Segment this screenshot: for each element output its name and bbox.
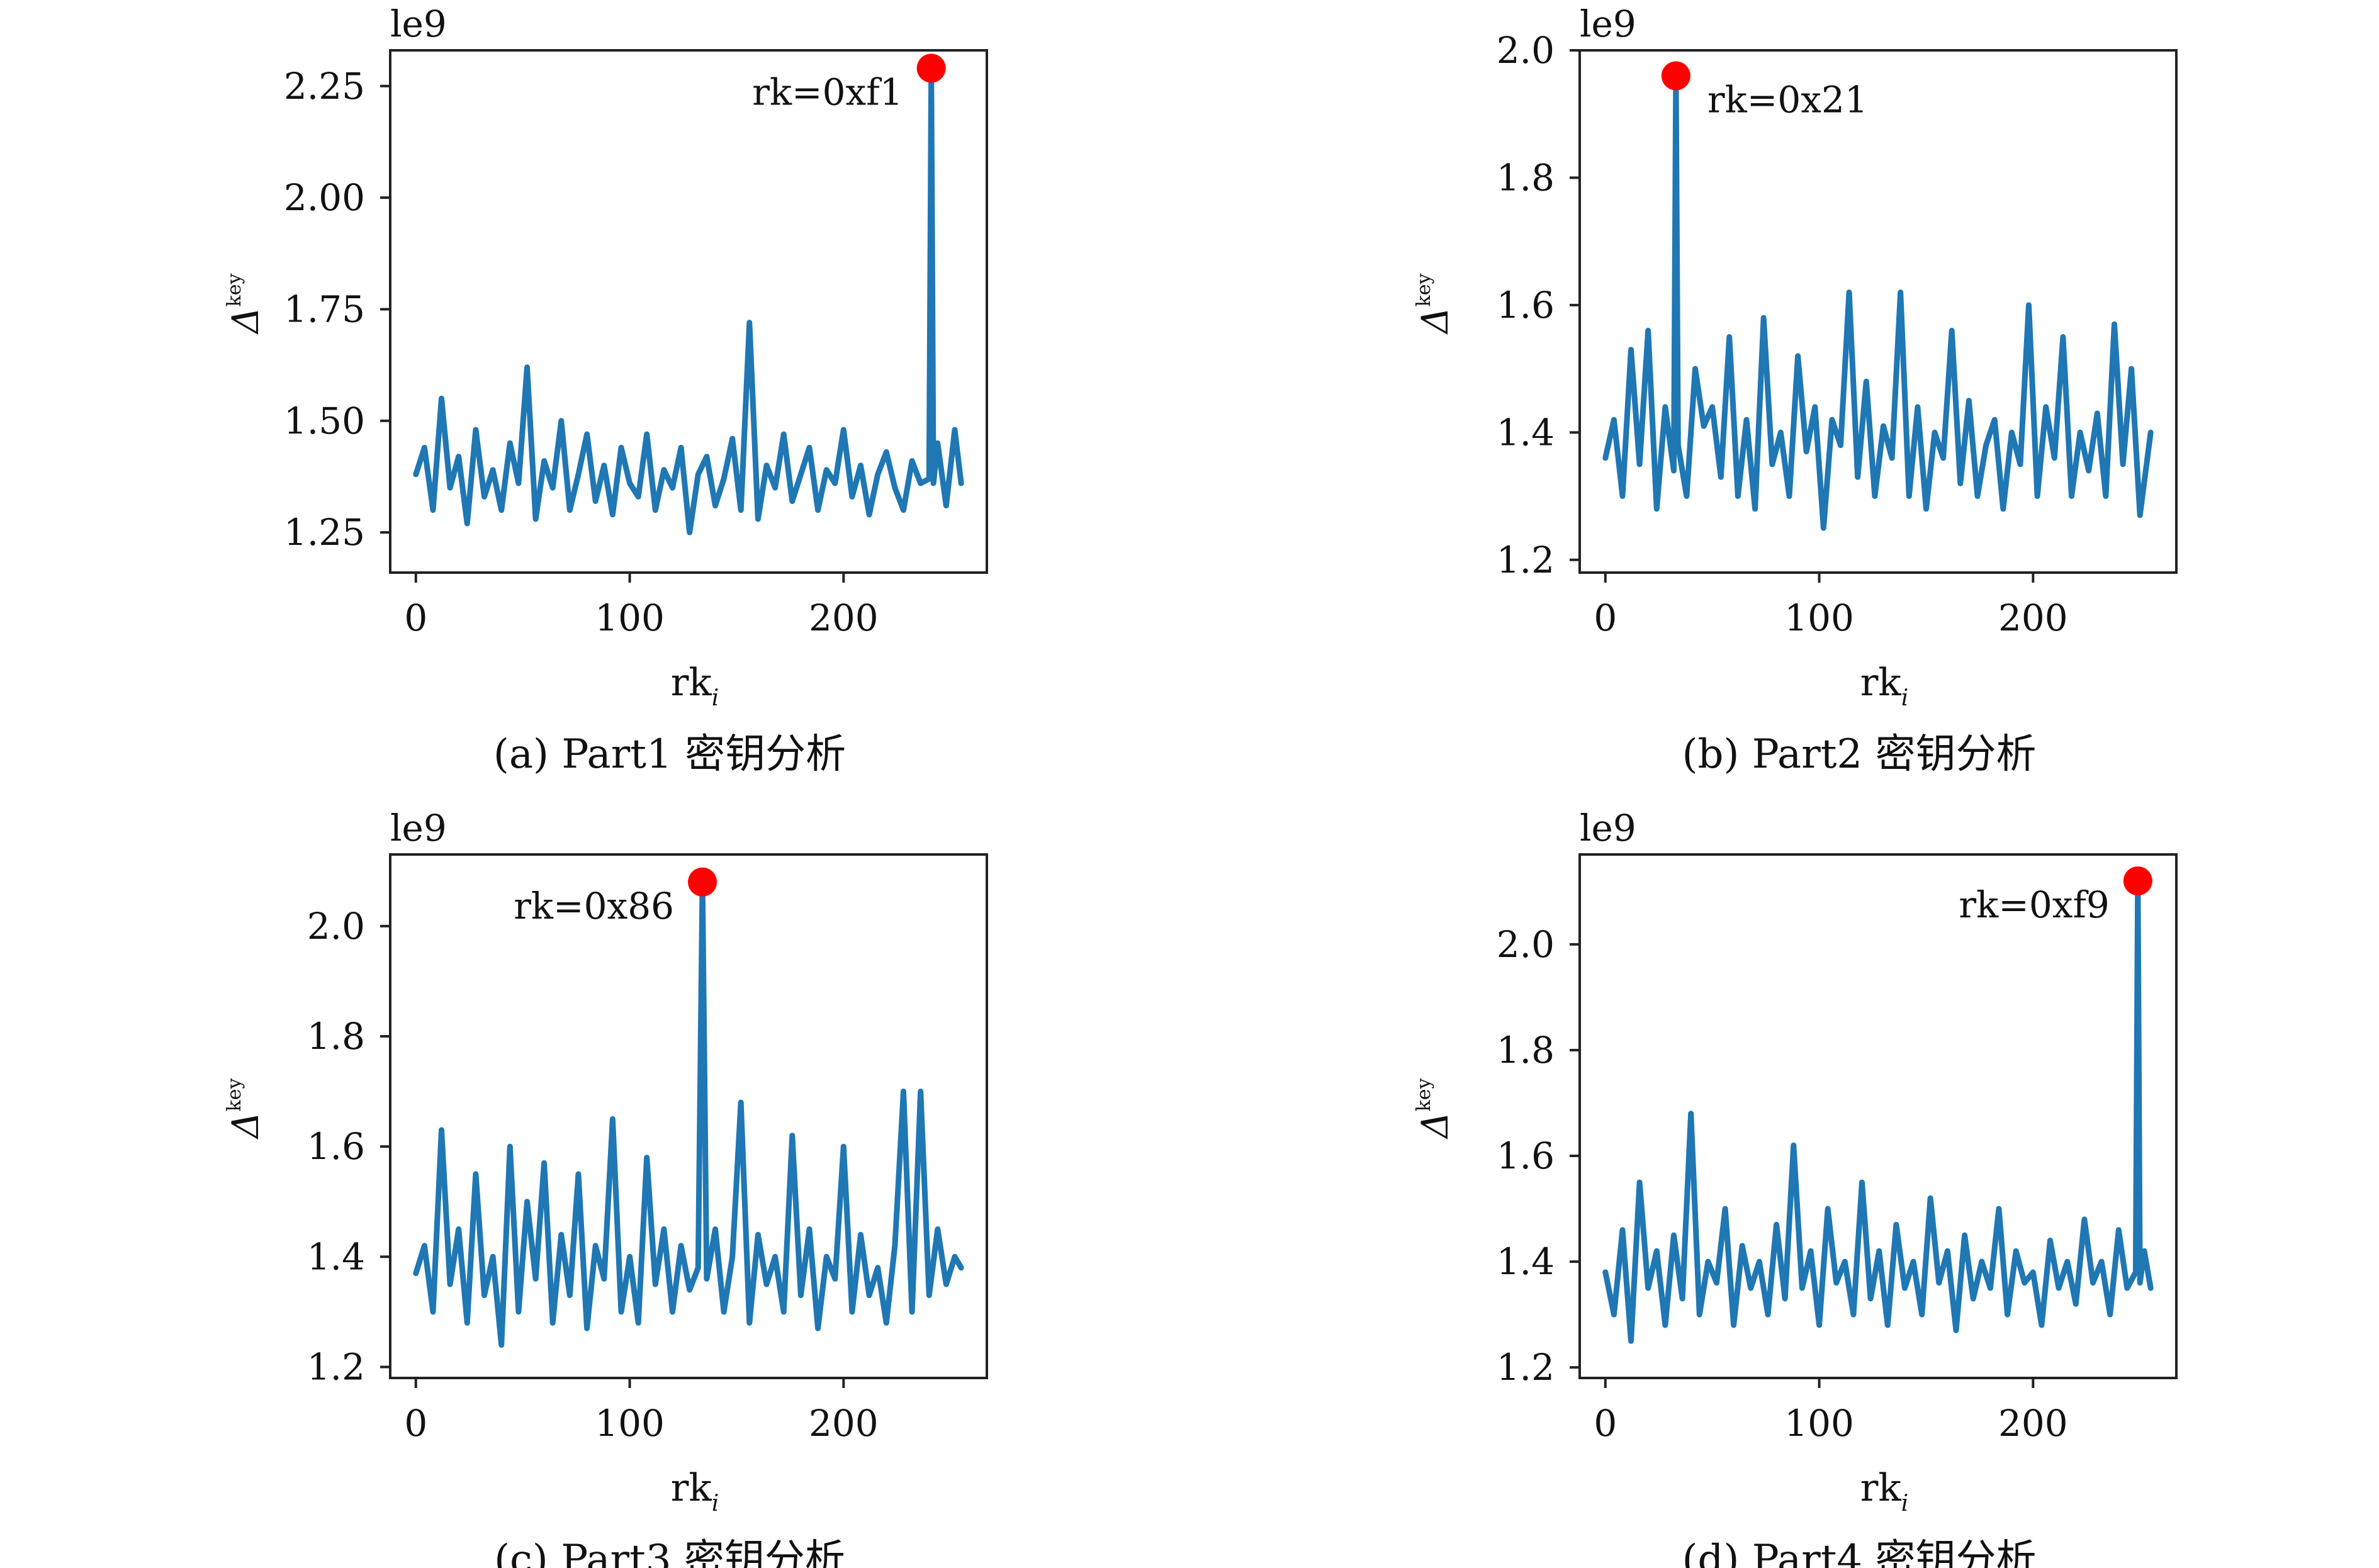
x-axis-title: rki xyxy=(671,1466,719,1516)
y-tick-label: 2.25 xyxy=(284,65,365,108)
y-tick-label: 1.6 xyxy=(1497,1134,1555,1177)
chart-panels: 0 100 2001.251.501.752.002.25le9rkiΔkeyrk=… xyxy=(223,3,2178,1568)
y-tick-label: 1.6 xyxy=(307,1125,365,1168)
y-tick-label: 1.50 xyxy=(284,400,365,442)
peak-marker xyxy=(916,53,946,83)
series-line xyxy=(1602,73,2154,531)
y-tick-label: 1.8 xyxy=(1497,156,1555,199)
y-tick-label: 1.2 xyxy=(1497,1346,1555,1389)
panel-caption: (a) Part1 密钥分析 xyxy=(493,731,846,778)
x-tick-label: 0 xyxy=(1594,1402,1617,1445)
x-tick-label: 100 xyxy=(1784,1402,1854,1445)
series-line xyxy=(413,879,964,1348)
y-axis-title-main: Δ xyxy=(1414,1112,1456,1140)
x-tick-label: 200 xyxy=(1998,1402,2068,1445)
y-tick-label: 1.6 xyxy=(1497,284,1555,327)
series-line xyxy=(413,65,964,535)
x-tick-label: 200 xyxy=(1998,596,2068,639)
y-tick-label: 2.0 xyxy=(307,905,365,948)
axes-frame xyxy=(1578,49,2178,574)
y-axis-title-main: Δ xyxy=(224,1112,267,1140)
y-axis-title-superscript: key xyxy=(223,274,245,307)
x-axis-title-subscript: i xyxy=(712,685,719,711)
axis-offset-label: le9 xyxy=(390,807,447,849)
x-axis-title-main: rk xyxy=(671,1466,712,1510)
axes-frame xyxy=(1578,853,2178,1379)
axis-offset-label: le9 xyxy=(1580,3,1636,45)
x-axis-title-subscript: i xyxy=(1901,1491,1909,1516)
axes-frame xyxy=(389,853,988,1379)
peak-marker xyxy=(688,867,717,897)
y-tick-label: 1.4 xyxy=(1497,411,1555,454)
y-tick-label: 2.0 xyxy=(1497,923,1555,966)
axes-frame xyxy=(389,49,988,574)
peak-annotation: rk=0xf1 xyxy=(752,70,903,113)
peak-annotation: rk=0xf9 xyxy=(1959,883,2109,926)
peak-marker xyxy=(2123,866,2152,896)
x-tick-label: 200 xyxy=(809,1402,879,1445)
y-tick-label: 2.0 xyxy=(1497,29,1555,72)
x-tick-label: 100 xyxy=(595,1402,665,1445)
x-tick-label: 0 xyxy=(404,596,427,639)
x-axis-title: rki xyxy=(1860,661,1909,711)
y-axis-title-superscript: key xyxy=(1413,1078,1435,1112)
x-axis-title-main: rk xyxy=(1860,661,1902,705)
y-tick-label: 1.25 xyxy=(284,511,365,554)
panel-caption: (b) Part2 密钥分析 xyxy=(1682,731,2037,778)
y-axis-title-superscript: key xyxy=(223,1078,245,1112)
y-tick-label: 1.8 xyxy=(1497,1029,1555,1072)
series-line xyxy=(1602,878,2154,1344)
y-tick-label: 1.2 xyxy=(1497,539,1555,581)
y-tick-label: 1.2 xyxy=(307,1345,365,1388)
axis-offset-label: le9 xyxy=(1580,807,1636,849)
x-axis-title-subscript: i xyxy=(1901,685,1909,711)
y-tick-label: 1.4 xyxy=(307,1235,365,1278)
axis-offset-label: le9 xyxy=(390,3,447,45)
y-tick-label: 2.00 xyxy=(284,176,365,219)
y-axis-title-superscript: key xyxy=(1413,274,1435,307)
peak-marker xyxy=(1661,61,1690,91)
x-tick-label: 100 xyxy=(595,596,665,639)
y-axis-title-main: Δ xyxy=(224,307,267,335)
x-tick-label: 0 xyxy=(1594,596,1617,639)
y-tick-label: 1.75 xyxy=(284,288,365,330)
x-axis-title: rki xyxy=(1860,1466,1909,1516)
x-tick-label: 200 xyxy=(809,596,879,639)
x-tick-label: 100 xyxy=(1784,596,1854,639)
y-tick-label: 1.4 xyxy=(1497,1240,1555,1283)
x-axis-title: rki xyxy=(671,661,719,711)
x-tick-label: 0 xyxy=(404,1402,427,1445)
y-axis-title-main: Δ xyxy=(1414,307,1456,335)
peak-annotation: rk=0x21 xyxy=(1707,78,1868,121)
x-axis-title-main: rk xyxy=(671,661,712,705)
y-tick-label: 1.8 xyxy=(307,1015,365,1058)
peak-annotation: rk=0x86 xyxy=(514,885,674,927)
x-axis-title-subscript: i xyxy=(712,1491,719,1516)
panel-caption: (d) Part4 密钥分析 xyxy=(1682,1537,2037,1568)
x-axis-title-main: rk xyxy=(1860,1466,1902,1510)
panel-caption: (c) Part3 密钥分析 xyxy=(494,1537,845,1568)
